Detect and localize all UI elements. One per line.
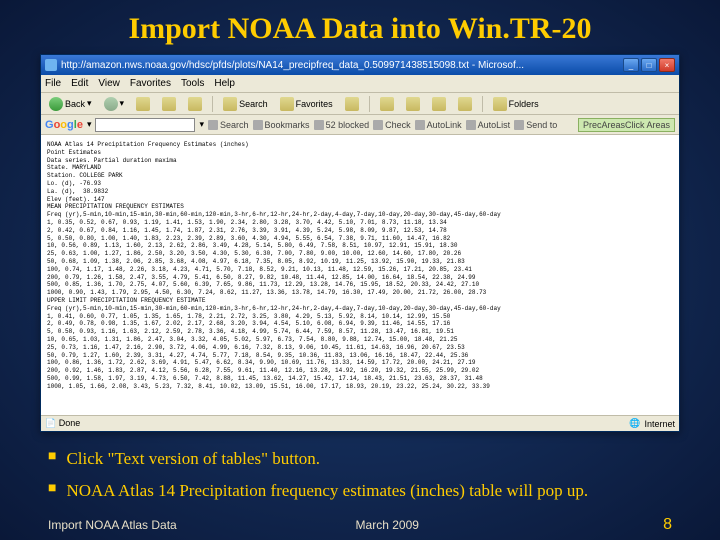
zone-label: Internet xyxy=(644,419,675,429)
popup-blocked-button[interactable]: 52 blocked xyxy=(314,120,370,130)
menu-edit[interactable]: Edit xyxy=(71,78,88,89)
menubar: File Edit View Favorites Tools Help xyxy=(41,75,679,93)
mail-button[interactable] xyxy=(376,95,398,113)
edit-icon xyxy=(432,97,446,111)
ie-icon xyxy=(45,59,57,71)
bullet-text: Click "Text version of tables" button. xyxy=(66,446,319,472)
refresh-icon xyxy=(162,97,176,111)
check-icon xyxy=(373,120,383,130)
footer-center: March 2009 xyxy=(356,518,664,532)
stop-icon xyxy=(136,97,150,111)
content-area: NOAA Atlas 14 Precipitation Frequency Es… xyxy=(41,135,679,415)
close-button[interactable]: × xyxy=(659,58,675,72)
toolbar: Back ▾ ▾ Search Favorites Folders xyxy=(41,93,679,115)
sendto-button[interactable]: Send to xyxy=(514,120,557,130)
stop-button[interactable] xyxy=(132,95,154,113)
back-icon xyxy=(49,97,63,111)
google-toolbar: Google ▾ ▾ Search Bookmarks 52 blocked C… xyxy=(41,115,679,135)
print-button[interactable] xyxy=(402,95,424,113)
history-button[interactable] xyxy=(341,95,363,113)
menu-view[interactable]: View xyxy=(98,78,120,89)
bullet-item: ■ NOAA Atlas 14 Precipitation frequency … xyxy=(48,478,672,504)
print-icon xyxy=(406,97,420,111)
maximize-button[interactable]: □ xyxy=(641,58,657,72)
refresh-button[interactable] xyxy=(158,95,180,113)
folders-label: Folders xyxy=(509,99,539,109)
mail-icon xyxy=(380,97,394,111)
forward-button[interactable]: ▾ xyxy=(100,95,129,113)
bookmarks-label: Bookmarks xyxy=(265,120,310,130)
menu-help[interactable]: Help xyxy=(214,78,235,89)
status-right: 🌐 Internet xyxy=(629,418,675,429)
search-button[interactable]: Search xyxy=(219,95,272,113)
chevron-down-icon: ▾ xyxy=(120,98,125,109)
bullet-marker: ■ xyxy=(48,478,56,504)
back-button[interactable]: Back ▾ xyxy=(45,95,96,113)
list-icon xyxy=(466,120,476,130)
google-logo: Google xyxy=(45,119,83,131)
chevron-down-icon: ▾ xyxy=(87,98,92,109)
separator xyxy=(482,96,483,112)
titlebar: http://amazon.nws.noaa.gov/hdsc/pfds/plo… xyxy=(41,55,679,75)
bookmark-icon xyxy=(253,120,263,130)
window-controls: _ □ × xyxy=(623,58,675,72)
autolink-label: AutoLink xyxy=(427,120,462,130)
minimize-button[interactable]: _ xyxy=(623,58,639,72)
spellcheck-button[interactable]: Check xyxy=(373,120,411,130)
favorites-button[interactable]: Favorites xyxy=(276,95,337,113)
folders-button[interactable]: Folders xyxy=(489,95,543,113)
bullet-text: NOAA Atlas 14 Precipitation frequency es… xyxy=(66,478,588,504)
menu-file[interactable]: File xyxy=(45,78,61,89)
statusbar: 📄 Done 🌐 Internet xyxy=(41,415,679,431)
done-icon: 📄 xyxy=(45,418,56,428)
separator xyxy=(212,96,213,112)
bullet-item: ■ Click "Text version of tables" button. xyxy=(48,446,672,472)
home-button[interactable] xyxy=(184,95,206,113)
settings-button[interactable]: PrecAreasClick Areas xyxy=(578,118,675,132)
search-icon xyxy=(208,120,218,130)
home-icon xyxy=(188,97,202,111)
footer: Import NOAA Atlas Data March 2009 8 xyxy=(0,516,720,534)
footer-left: Import NOAA Atlas Data xyxy=(48,518,356,532)
check-label: Check xyxy=(385,120,411,130)
link-icon xyxy=(415,120,425,130)
bookmarks-button[interactable]: Bookmarks xyxy=(253,120,310,130)
discuss-icon xyxy=(458,97,472,111)
send-label: Send to xyxy=(526,120,557,130)
settings-label: PrecAreasClick Areas xyxy=(583,120,670,130)
block-icon xyxy=(314,120,324,130)
status-left: 📄 Done xyxy=(45,418,80,429)
globe-icon: 🌐 xyxy=(629,418,640,429)
star-icon xyxy=(280,97,294,111)
google-search-button[interactable]: Search xyxy=(208,120,249,130)
send-icon xyxy=(514,120,524,130)
forward-icon xyxy=(104,97,118,111)
bullet-marker: ■ xyxy=(48,446,56,472)
favorites-label: Favorites xyxy=(296,99,333,109)
footer-right: 8 xyxy=(663,516,672,534)
history-icon xyxy=(345,97,359,111)
browser-window: http://amazon.nws.noaa.gov/hdsc/pfds/plo… xyxy=(40,54,680,432)
search-icon xyxy=(223,97,237,111)
autolist-button[interactable]: AutoList xyxy=(466,120,511,130)
separator xyxy=(369,96,370,112)
google-search-label: Search xyxy=(220,120,249,130)
slide-title: Import NOAA Data into Win.TR-20 xyxy=(0,0,720,54)
folders-icon xyxy=(493,97,507,111)
autolink-button[interactable]: AutoLink xyxy=(415,120,462,130)
chevron-down-icon[interactable]: ▾ xyxy=(199,119,204,130)
chevron-down-icon[interactable]: ▾ xyxy=(87,119,92,130)
google-search-input[interactable] xyxy=(95,118,195,132)
autolist-label: AutoList xyxy=(478,120,511,130)
menu-favorites[interactable]: Favorites xyxy=(130,78,171,89)
status-text: Done xyxy=(59,418,81,428)
titlebar-text: http://amazon.nws.noaa.gov/hdsc/pfds/plo… xyxy=(61,60,623,71)
bullet-list: ■ Click "Text version of tables" button.… xyxy=(48,446,672,503)
discuss-button[interactable] xyxy=(454,95,476,113)
blocked-label: 52 blocked xyxy=(326,120,370,130)
edit-button[interactable] xyxy=(428,95,450,113)
search-label: Search xyxy=(239,99,268,109)
menu-tools[interactable]: Tools xyxy=(181,78,204,89)
back-label: Back xyxy=(65,99,85,109)
